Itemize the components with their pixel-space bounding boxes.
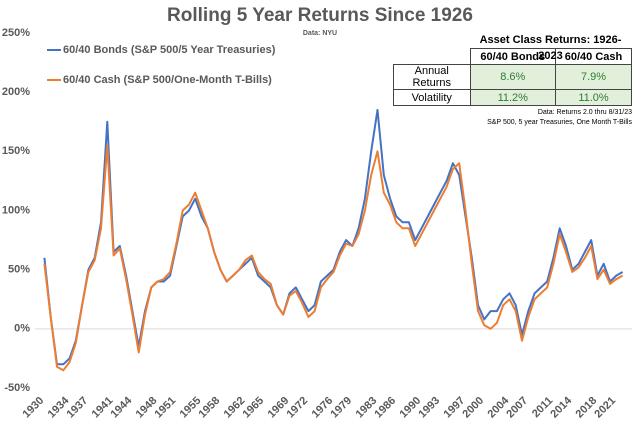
x-tick-label: 1993 [416, 395, 442, 421]
x-tick-label: 1944 [108, 394, 134, 420]
x-tick-label: 1958 [196, 395, 222, 421]
note: S&P 500, 5 year Treasuries, One Month T-… [487, 119, 632, 126]
x-tick-label: 2000 [460, 395, 486, 421]
table-title: Asset Class Returns: 1926-2023 [479, 34, 622, 62]
column-header: 60/40 Cash [555, 48, 632, 65]
y-tick-label: 250% [2, 27, 30, 39]
table: 60/40 Bonds 60/40 Cash Annual Returns 8.6%… [393, 48, 632, 106]
chart-subtitle: Data: NYU [303, 30, 337, 37]
x-tick-label: 1930 [21, 395, 47, 421]
x-tick-label: 1979 [328, 395, 354, 421]
y-tick-label: 200% [2, 86, 30, 98]
chart-title: Rolling 5 Year Returns Since 1926 [167, 5, 473, 26]
x-tick-label: 1937 [65, 395, 91, 421]
legend-label: 60/40 Bonds (S&P 500/5 Year Treasuries) [63, 44, 276, 56]
cell: 11.2% [469, 89, 556, 106]
row-label: Volatility [393, 89, 471, 106]
cell: 7.9% [555, 64, 632, 90]
x-tick-label: 2014 [548, 394, 574, 420]
note: Data: Returns 2.0 thru 8/31/23 [537, 109, 632, 116]
cell: 11.0% [555, 89, 632, 106]
y-tick-label: 150% [2, 145, 30, 157]
y-tick-label: 0% [14, 323, 30, 335]
x-tick-label: 1972 [284, 395, 310, 421]
series-line [43, 108, 624, 366]
x-tick-label: 2007 [504, 395, 530, 421]
x-tick-label: 1986 [372, 395, 398, 421]
returns-table: Asset Class Returns: 1926-2023 60/40 Bon… [393, 32, 632, 126]
row-label: Annual Returns [393, 64, 471, 90]
x-tick-label: 1965 [240, 395, 266, 421]
x-tick-label: 2021 [592, 395, 618, 421]
y-tick-label: 50% [8, 264, 30, 276]
series-line [43, 144, 624, 372]
y-tick-label: 100% [2, 204, 30, 216]
y-tick-label: -50% [4, 382, 30, 394]
cell: 8.6% [469, 64, 556, 90]
column-header: 60/40 Bonds [469, 48, 556, 65]
x-tick-label: 1951 [152, 395, 178, 421]
legend-label: 60/40 Cash (S&P 500/One-Month T-Bills) [63, 74, 272, 86]
